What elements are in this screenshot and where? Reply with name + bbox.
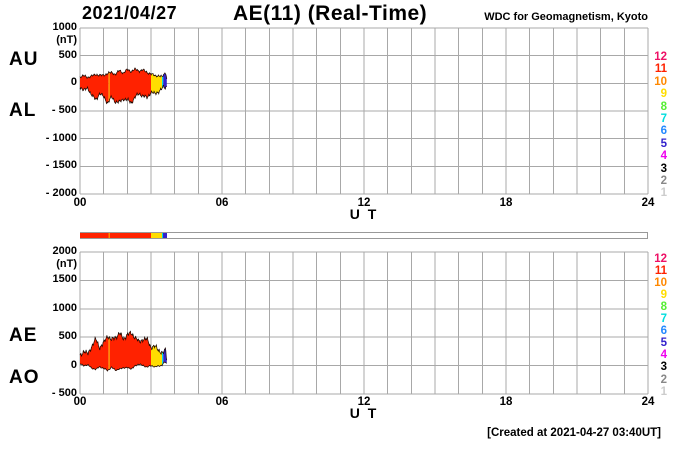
station-count-legend-item: 7: [660, 113, 667, 125]
station-count-legend-item: 2: [660, 373, 667, 386]
y-tick-label: 2000: [52, 245, 77, 257]
station-count-legend-item: 1: [660, 187, 667, 200]
top-panel-data: [79, 67, 168, 105]
station-count-legend-item: 12: [654, 253, 667, 265]
label-ao: AO: [9, 367, 40, 388]
y-tick-label: - 2000: [45, 187, 77, 199]
x-tick-label: 24: [641, 197, 655, 209]
x-tick-label: 12: [357, 396, 371, 408]
station-count-legend-item: 10: [654, 75, 667, 88]
station-count-legend-item: 4: [660, 349, 667, 362]
station-count-legend-item: 5: [660, 137, 667, 150]
bottom-panel-data: [79, 330, 168, 372]
station-count-legend-item: 7: [660, 313, 667, 326]
station-count-legend-item: 6: [660, 125, 667, 138]
station-count-legend-item: 3: [660, 361, 667, 374]
y-tick-label: 500: [58, 48, 77, 61]
label-ae: AE: [9, 325, 38, 346]
station-count-legend-item: 9: [660, 289, 667, 302]
unit-label-bottom: (nT): [56, 258, 77, 270]
bottom-panel-grid: [79, 251, 649, 395]
y-tick-label: - 500: [51, 104, 77, 116]
ut-axis-label-bottom: U T: [349, 405, 379, 421]
x-tick-label: 12: [357, 197, 371, 209]
title-main: AE(11) (Real-Time): [233, 2, 428, 25]
unit-label-top: (nT): [56, 34, 77, 46]
y-tick-label: 1000: [52, 21, 77, 33]
x-tick-label: 18: [499, 197, 513, 209]
wdc-credit: WDC for Geomagnetism, Kyoto: [484, 11, 648, 23]
created-timestamp: [Created at 2021-04-27 03:40UT]: [487, 427, 661, 439]
station-count-legend-item: 11: [654, 63, 667, 76]
y-tick-label: - 500: [51, 387, 77, 399]
ut-axis-label-top: U T: [349, 206, 379, 222]
y-tick-label: 500: [58, 330, 77, 343]
y-tick-label: 0: [70, 358, 77, 371]
x-tick-label: 18: [499, 396, 513, 408]
x-tick-label: 00: [73, 396, 87, 408]
station-count-legend-item: 10: [654, 277, 667, 290]
x-tick-label: 24: [641, 396, 655, 408]
station-count-legend-item: 8: [660, 100, 667, 113]
station-count-legend-item: 6: [660, 325, 667, 338]
y-tick-label: 1500: [52, 273, 77, 286]
y-tick-label: 1000: [52, 301, 77, 314]
station-count-legend-item: 2: [660, 175, 667, 187]
x-tick-label: 00: [73, 197, 87, 209]
station-count-legend-item: 5: [660, 337, 667, 350]
y-tick-label: - 1500: [45, 159, 77, 172]
station-count-legend-item: 4: [660, 150, 667, 163]
station-count-legend-item: 9: [660, 88, 667, 101]
x-tick-label: 06: [215, 197, 229, 209]
top-panel-grid: [79, 27, 649, 195]
y-tick-label: 0: [70, 76, 77, 89]
label-au: AU: [9, 49, 39, 70]
station-count-legend-item: 11: [654, 265, 667, 278]
y-tick-label: - 1000: [45, 131, 77, 144]
title-date: 2021/04/27: [82, 3, 178, 23]
station-count-legend-item: 3: [660, 162, 667, 175]
station-count-legend-item: 12: [654, 51, 667, 63]
station-count-legend-item: 8: [660, 301, 667, 314]
station-count-strip: [80, 232, 648, 239]
label-al: AL: [9, 100, 37, 121]
station-count-legend-item: 1: [660, 385, 667, 398]
x-tick-label: 06: [215, 396, 229, 408]
